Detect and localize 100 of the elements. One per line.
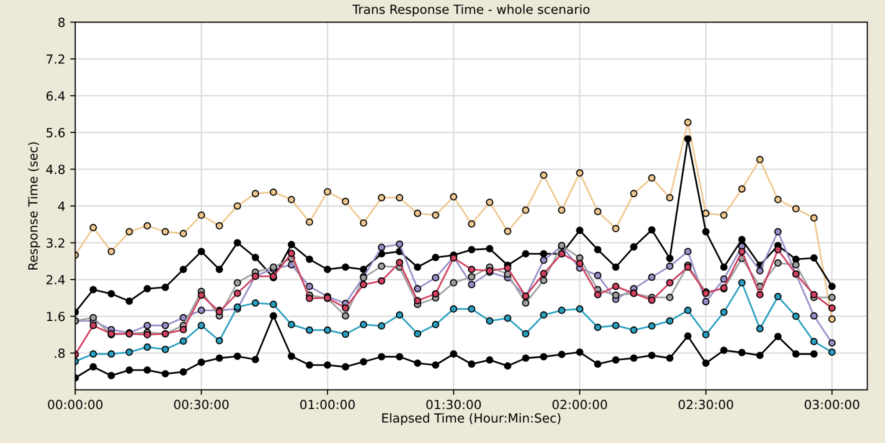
y-tick-label: 2.4 [46, 275, 65, 284]
point [144, 322, 151, 330]
x-tick-label: 01:30:00 [426, 400, 481, 410]
point [180, 266, 188, 274]
point [828, 294, 836, 302]
point [324, 188, 332, 196]
point [306, 326, 314, 334]
point [828, 282, 836, 290]
point [486, 245, 494, 252]
point [360, 280, 368, 288]
point [234, 352, 242, 360]
point [738, 185, 746, 193]
point [630, 326, 638, 334]
point [468, 280, 476, 288]
y-tick-label: 7.2 [46, 54, 64, 64]
point [90, 314, 97, 322]
point [738, 348, 746, 356]
point [792, 312, 800, 320]
point [360, 320, 368, 328]
chart-title: Trans Response Time - whole scenario [352, 4, 590, 16]
point [486, 317, 494, 325]
point [378, 322, 386, 330]
point [252, 190, 260, 198]
point [522, 250, 530, 258]
point [126, 366, 133, 374]
point [792, 350, 800, 358]
point [540, 353, 548, 360]
point [126, 348, 133, 356]
point [774, 332, 782, 340]
point [828, 304, 836, 312]
point [558, 306, 566, 314]
point [252, 356, 260, 364]
point [792, 205, 800, 212]
point [378, 277, 386, 285]
point [396, 240, 404, 248]
point [252, 254, 260, 262]
point [198, 322, 206, 330]
point [180, 368, 188, 376]
point [630, 190, 638, 198]
point [216, 266, 224, 274]
point [450, 279, 458, 286]
point [180, 326, 188, 334]
point [540, 270, 548, 278]
point [810, 338, 818, 346]
x-axis-title: Elapsed Time (Hour:Min:Sec) [382, 413, 560, 426]
point [576, 260, 584, 268]
point [486, 198, 494, 206]
point [414, 330, 422, 338]
point [144, 222, 151, 230]
point [648, 274, 656, 281]
point [144, 285, 151, 292]
point [792, 261, 800, 269]
x-tick-label: 03:00:00 [804, 400, 860, 410]
point [216, 336, 224, 344]
y-tick-label: 4.8 [46, 164, 65, 174]
point [342, 304, 350, 312]
point [396, 311, 404, 319]
point [558, 350, 566, 358]
point [306, 361, 314, 369]
point [684, 332, 692, 340]
point [756, 267, 764, 274]
point [270, 312, 278, 320]
point [684, 306, 692, 314]
point [594, 360, 602, 368]
point [288, 320, 296, 328]
point [666, 294, 674, 302]
point [612, 282, 620, 290]
point [810, 291, 818, 298]
point [270, 300, 278, 308]
point [180, 314, 188, 322]
point [180, 230, 188, 238]
point [684, 248, 692, 256]
point [468, 246, 476, 254]
point [576, 348, 584, 356]
point [504, 362, 512, 370]
point [684, 118, 692, 126]
point [90, 322, 97, 330]
point [540, 311, 548, 319]
point [648, 226, 656, 234]
point [738, 248, 746, 256]
point [522, 206, 530, 214]
point [306, 256, 314, 263]
point [144, 331, 151, 338]
point [288, 250, 296, 258]
point [720, 263, 728, 271]
point [702, 360, 710, 367]
x-tick-label: 02:00:00 [552, 400, 607, 410]
point [504, 314, 512, 322]
point [414, 210, 422, 218]
point [342, 363, 350, 371]
point [774, 259, 782, 267]
point [522, 330, 530, 338]
point [522, 299, 530, 307]
point [666, 194, 674, 202]
y-tick-label: 3.2 [46, 238, 64, 248]
point [756, 352, 764, 360]
point [720, 308, 728, 316]
y-tick-label: 1.6 [46, 312, 65, 322]
y-tick-label: .8 [54, 348, 65, 358]
y-tick-label: 5.6 [46, 128, 65, 138]
